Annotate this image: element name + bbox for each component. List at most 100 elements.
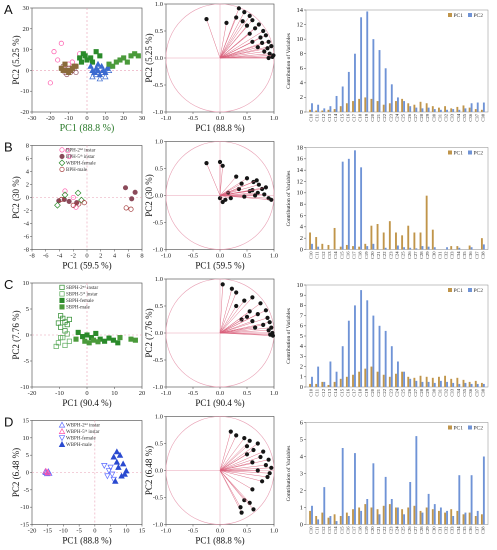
bar-pc1: [419, 510, 422, 525]
x-tick-label: -10: [59, 528, 68, 535]
legend-swatch: [468, 425, 472, 430]
category-label: C24: [395, 526, 400, 534]
score-point: [112, 477, 119, 484]
bar-pc2: [335, 371, 338, 387]
loading-point: [236, 6, 241, 11]
category-label: C36: [468, 251, 473, 259]
bar-pc2: [409, 247, 412, 250]
loading-point: [254, 178, 259, 183]
y-tick-label: 2: [300, 94, 303, 101]
category-label: C20: [370, 113, 375, 121]
loading-vector: [219, 15, 250, 59]
category-label: C37: [474, 113, 479, 121]
bar-pc2: [311, 103, 313, 112]
score-point: [123, 205, 129, 211]
category-label: C19: [364, 526, 369, 534]
loading-point: [261, 28, 266, 34]
bar-pc2: [427, 246, 430, 250]
category-label: C22: [382, 526, 387, 534]
category-label: C20: [370, 388, 375, 396]
score-point: [113, 458, 121, 465]
score-point: [105, 468, 113, 475]
bar-pc1: [345, 244, 348, 250]
bar-pc1: [327, 244, 330, 250]
loading-vector: [219, 327, 272, 334]
y-tick-label: 3: [300, 353, 303, 360]
bar-pc2: [464, 382, 467, 387]
category-label: C13: [327, 388, 332, 396]
bar-pc1: [438, 510, 440, 525]
bar-pc1: [462, 514, 465, 525]
x-tick-label: -1.0: [161, 528, 171, 535]
score-point: [62, 61, 68, 67]
x-tick-label: 8: [140, 253, 143, 260]
x-tick-label: 0.0: [216, 253, 224, 260]
legend-entry: BPH-male: [66, 168, 88, 173]
loading-point: [255, 441, 260, 446]
score-point: [69, 59, 75, 65]
category-label: C30: [431, 251, 436, 259]
score-point: [106, 335, 112, 341]
bar-pc2: [329, 361, 332, 387]
bar-pc1: [444, 375, 447, 387]
x-tick-label: 0.0: [216, 115, 224, 122]
bar-pc2: [464, 512, 467, 525]
category-label: C20: [370, 251, 375, 259]
category-label: C14: [333, 526, 338, 534]
x-tick-label: 0.5: [243, 390, 251, 397]
loading-vector: [219, 317, 268, 334]
loading-point: [266, 457, 271, 462]
category-label: C24: [395, 251, 400, 259]
y-tick-label: 9: [300, 292, 303, 299]
x-tick-label: 5: [109, 528, 112, 535]
bar-pc2: [482, 383, 485, 387]
bar-pc1: [382, 232, 385, 250]
loading-vector: [219, 431, 232, 471]
y-tick-label: -2: [24, 208, 29, 215]
y-tick-label: 0: [26, 195, 29, 202]
y-tick-label: 1.0: [155, 276, 163, 283]
bar-pc1: [425, 507, 428, 525]
loading-point: [261, 322, 266, 327]
loading-vector: [219, 195, 245, 197]
category-label: C25: [401, 113, 406, 121]
category-label: C15: [339, 113, 344, 121]
bar-pc2: [329, 106, 332, 112]
loading-point: [269, 44, 274, 49]
loading-point: [262, 192, 267, 197]
loading-point: [220, 199, 225, 205]
score-point: [73, 63, 79, 69]
score-point: [66, 198, 72, 204]
loading-point: [263, 308, 268, 313]
loading-point: [267, 471, 272, 476]
loading-vector: [206, 19, 221, 59]
score-point: [101, 463, 108, 469]
bar-pc2: [323, 108, 326, 112]
legend-marker: [59, 284, 65, 290]
loading-point: [204, 17, 209, 22]
category-label: C22: [382, 251, 387, 259]
score-point: [58, 324, 64, 330]
loading-point: [265, 474, 270, 480]
bar-pc2: [329, 516, 332, 525]
bar-pc2: [397, 507, 399, 525]
category-label: C15: [339, 526, 344, 534]
category-label: C33: [450, 113, 455, 121]
loading-point: [234, 290, 239, 295]
loading-point: [204, 161, 209, 166]
y-tick-label: 15: [23, 418, 30, 425]
bar-pc2: [470, 247, 473, 250]
y-tick-label: 4: [300, 80, 304, 87]
y-tick-label: 0: [26, 332, 29, 339]
bar-pc2: [341, 86, 344, 112]
bar-pc2: [464, 108, 467, 112]
loading-vector: [219, 311, 250, 334]
legend-entry: SBPH-female: [66, 299, 95, 304]
loading-vector: [219, 467, 272, 471]
bar-pc2: [452, 516, 455, 525]
y-tick-label: 6: [300, 65, 304, 72]
legend-marker: [58, 159, 66, 167]
legend-marker: [59, 304, 65, 310]
bar-pc2: [403, 514, 406, 525]
bar-pc1: [407, 376, 410, 387]
